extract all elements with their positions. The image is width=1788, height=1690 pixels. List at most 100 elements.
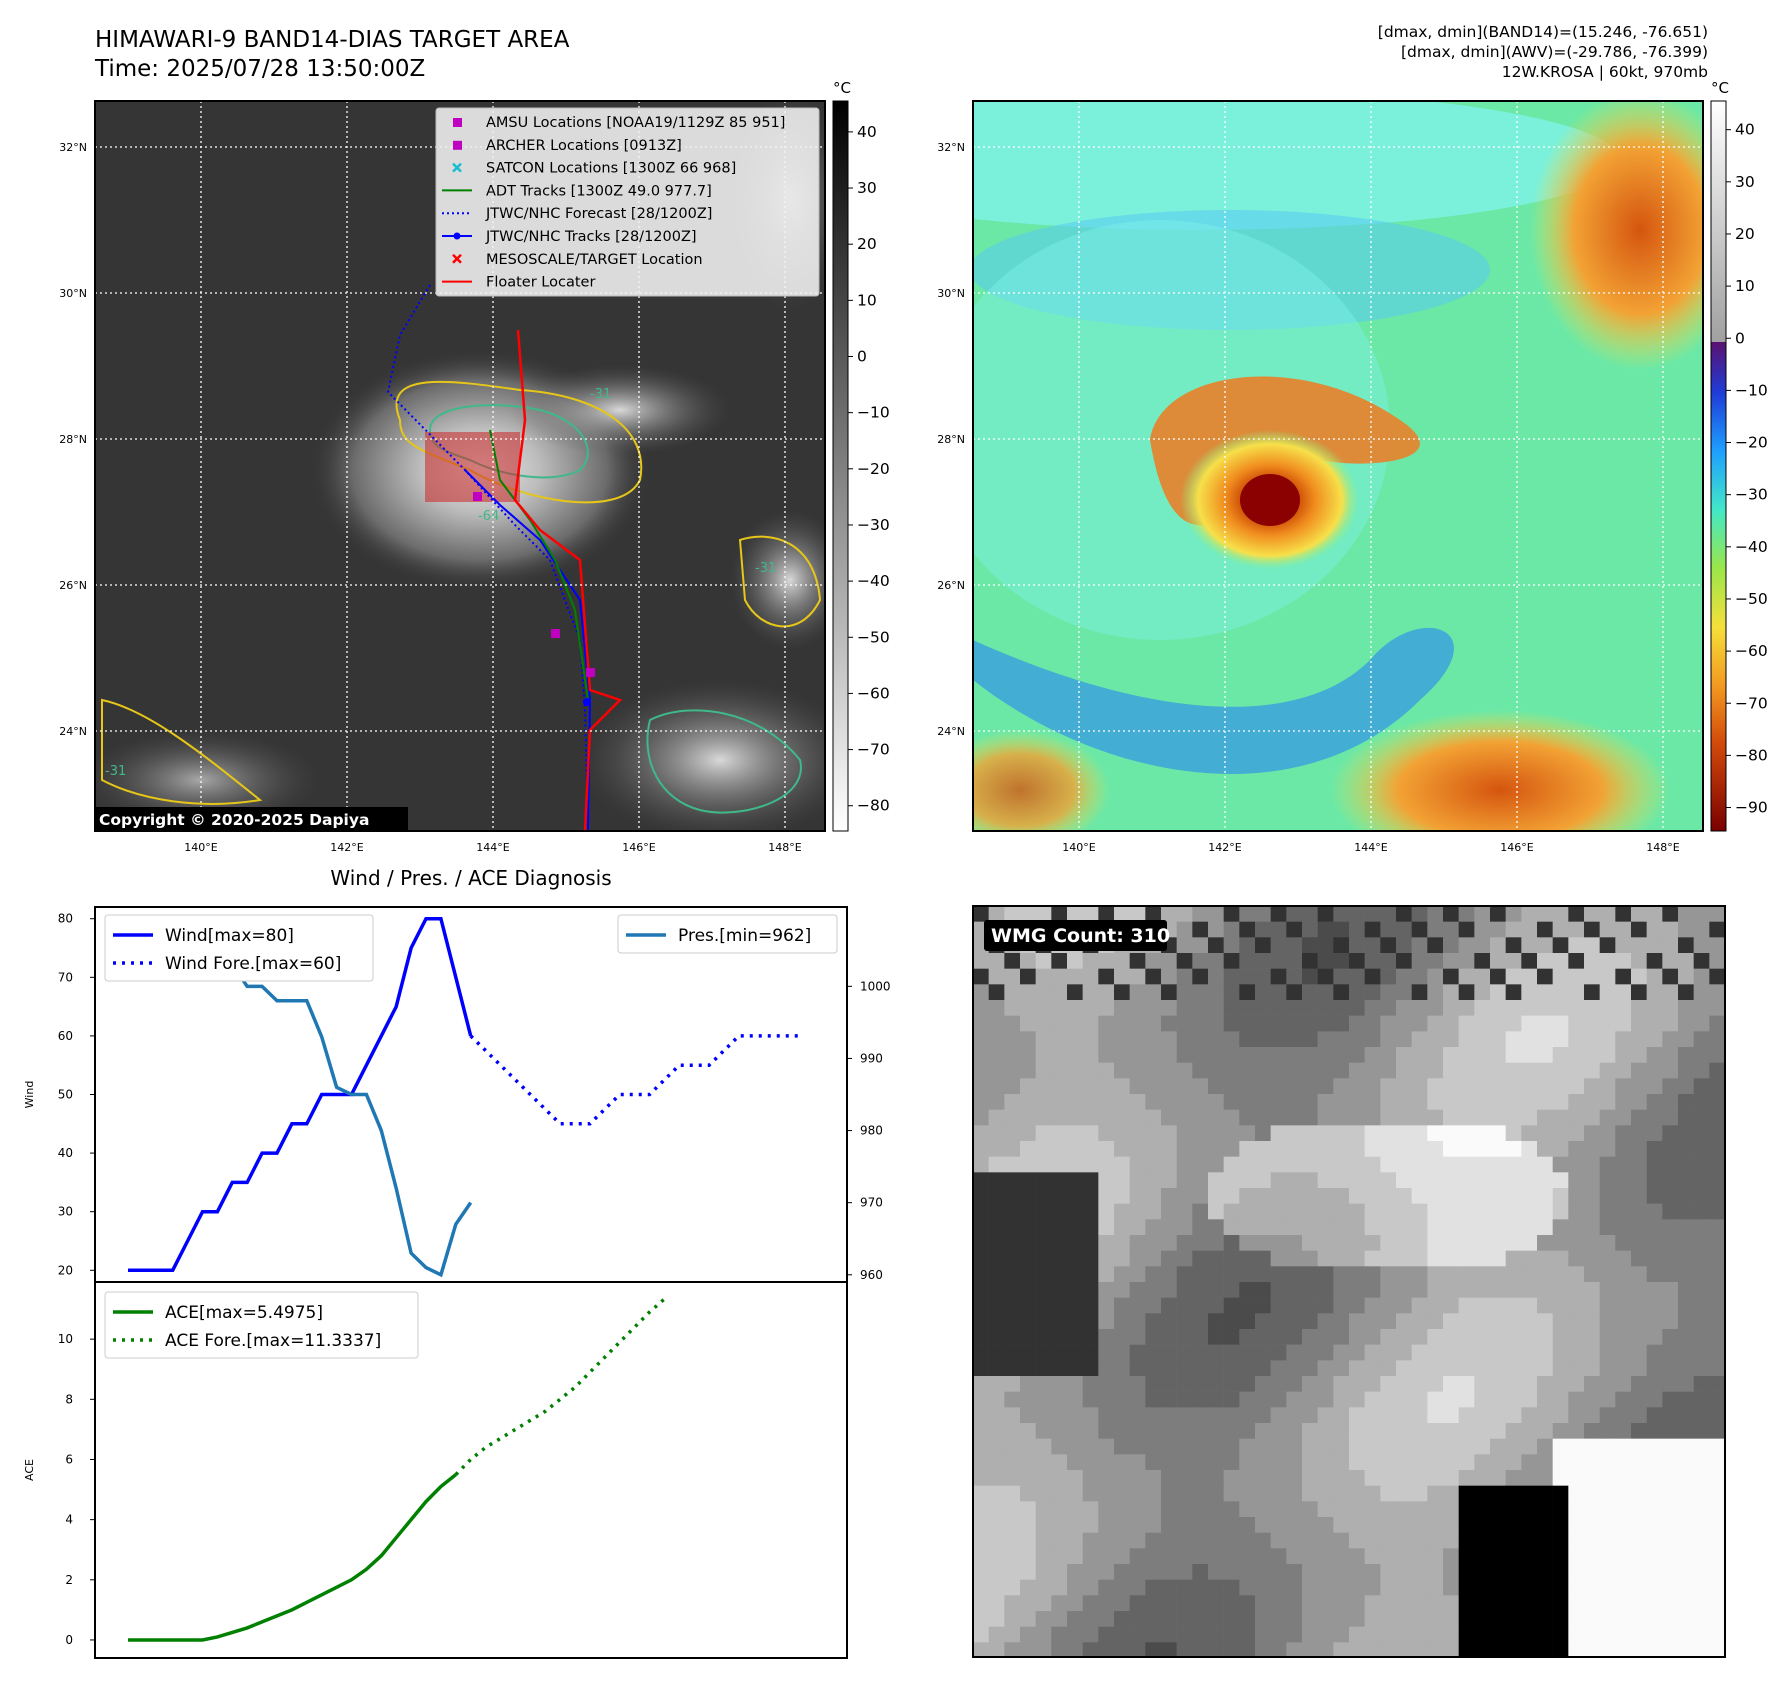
- wmg-cell: [1349, 1579, 1365, 1596]
- wmg-cell: [1443, 984, 1459, 1001]
- wmg-cell: [1223, 921, 1240, 938]
- wmg-cell: [1035, 1376, 1052, 1392]
- wmg-cell: [1646, 1470, 1663, 1486]
- wmg-cell: [1098, 1564, 1115, 1580]
- wmg-cell: [988, 1611, 1005, 1627]
- wmg-cell: [1505, 1109, 1522, 1126]
- wmg-cell: [1192, 1203, 1209, 1220]
- wmg-cell: [1380, 968, 1397, 985]
- wmg-cell: [1443, 1470, 1459, 1486]
- legend-square-marker: [453, 140, 462, 150]
- wmg-cell: [1067, 1156, 1083, 1173]
- wmg-cell: [1129, 1407, 1146, 1424]
- wmg-cell: [1693, 1141, 1710, 1157]
- wmg-cell: [1317, 1360, 1334, 1377]
- wmg-cell: [1239, 1517, 1256, 1533]
- wmg-cell: [1521, 1579, 1538, 1596]
- wmg-cell: [1490, 1611, 1506, 1627]
- wmg-cell: [1396, 921, 1412, 938]
- wmg-cell: [1411, 1376, 1428, 1392]
- wmg-cell: [1458, 1501, 1475, 1518]
- wmg-cell: [1380, 1626, 1397, 1643]
- wmg-cell: [1129, 1015, 1146, 1032]
- wmg-cell: [1239, 1595, 1256, 1612]
- wmg-cell: [1537, 953, 1553, 969]
- wmg-cell: [1411, 1172, 1428, 1189]
- wmg-cell: [1223, 1297, 1240, 1314]
- wmg-cell: [1584, 1078, 1600, 1095]
- wmg-cell: [1411, 1391, 1428, 1408]
- wmg-cell: [1145, 1094, 1162, 1110]
- wmg-cell: [1161, 1219, 1177, 1236]
- wmg-cell: [1239, 1250, 1256, 1267]
- wmg-cell: [1662, 1454, 1679, 1471]
- wmg-cell: [1474, 1031, 1491, 1048]
- wmg-cell: [1678, 1438, 1694, 1455]
- wmg-cell: [1270, 1203, 1287, 1220]
- wmg-cell: [1223, 1470, 1240, 1486]
- wmg-cell: [1490, 906, 1506, 922]
- wmg-cell: [1333, 1532, 1350, 1549]
- legend-x-marker: [452, 253, 462, 264]
- wmg-cell: [1004, 1626, 1021, 1643]
- wmg-cell: [1129, 1517, 1146, 1533]
- wmg-cell: [1427, 1313, 1444, 1330]
- wmg-cell: [1458, 1266, 1475, 1283]
- wmg-cell: [1208, 1266, 1224, 1283]
- wmg-cell: [1317, 1642, 1334, 1658]
- wmg-cell: [1176, 1485, 1193, 1502]
- legend-label: MESOSCALE/TARGET Location: [486, 252, 703, 268]
- wmg-cell: [1051, 1532, 1068, 1549]
- wmg-cell: [1004, 1391, 1021, 1408]
- wmg-cell: [1599, 1470, 1616, 1486]
- wmg-cell: [1223, 1376, 1240, 1392]
- wmg-cell: [1709, 1611, 1726, 1627]
- wmg-cell: [1615, 1376, 1632, 1392]
- wmg-cell: [1505, 1501, 1522, 1518]
- wmg-cell: [1098, 1031, 1115, 1048]
- wv-map-panel: 140°E 142°E 144°E 146°E 148°E 32°N 30°N …: [937, 79, 1767, 854]
- wmg-cell: [1239, 984, 1256, 1001]
- wmg-cell: [1678, 1266, 1694, 1283]
- wmg-cell: [1693, 1235, 1710, 1251]
- wmg-cell: [1599, 1235, 1616, 1251]
- wmg-cell: [1662, 1282, 1679, 1298]
- wmg-cell: [1411, 1626, 1428, 1643]
- wmg-cell: [1239, 1501, 1256, 1518]
- wmg-cell: [1552, 1235, 1569, 1251]
- wmg-cell: [1145, 1360, 1162, 1377]
- wmg-cell: [1458, 1329, 1475, 1345]
- wmg-cell: [1239, 1219, 1256, 1236]
- wmg-cell: [1490, 1454, 1506, 1471]
- wmg-cell: [1004, 1125, 1021, 1142]
- wmg-cell: [1333, 1172, 1350, 1189]
- wmg-cell: [1255, 1438, 1271, 1455]
- wmg-cell: [1427, 1282, 1444, 1298]
- wmg-cell: [1255, 1015, 1271, 1032]
- wmg-cell: [1145, 906, 1162, 922]
- wmg-cell: [1646, 1156, 1663, 1173]
- wmg-cell: [1208, 1376, 1224, 1392]
- wmg-cell: [1646, 1391, 1663, 1408]
- wmg-cell: [1082, 1297, 1099, 1314]
- wmg-cell: [1302, 1564, 1318, 1580]
- wmg-cell: [1709, 1156, 1726, 1173]
- wmg-cell: [1490, 1078, 1506, 1095]
- wmg-cell: [1192, 1000, 1209, 1016]
- wmg-cell: [1208, 1329, 1224, 1345]
- wmg-cell: [1427, 1156, 1444, 1173]
- wmg-cell: [1646, 1376, 1663, 1392]
- wmg-cell: [1208, 1062, 1224, 1079]
- wmg-cell: [1317, 1297, 1334, 1314]
- wmg-cell: [1427, 1329, 1444, 1345]
- wmg-cell: [1427, 1297, 1444, 1314]
- wmg-cell: [1364, 1579, 1381, 1596]
- wmg-cell: [1443, 1548, 1459, 1565]
- wmg-cell: [1646, 1062, 1663, 1079]
- wmg-cell: [973, 1203, 989, 1220]
- wmg-cell: [1317, 1047, 1334, 1063]
- wmg-cell: [1584, 1532, 1600, 1549]
- wmg-cell: [1223, 1517, 1240, 1533]
- wmg-cell: [1521, 1517, 1538, 1533]
- wmg-cell: [1051, 1000, 1068, 1016]
